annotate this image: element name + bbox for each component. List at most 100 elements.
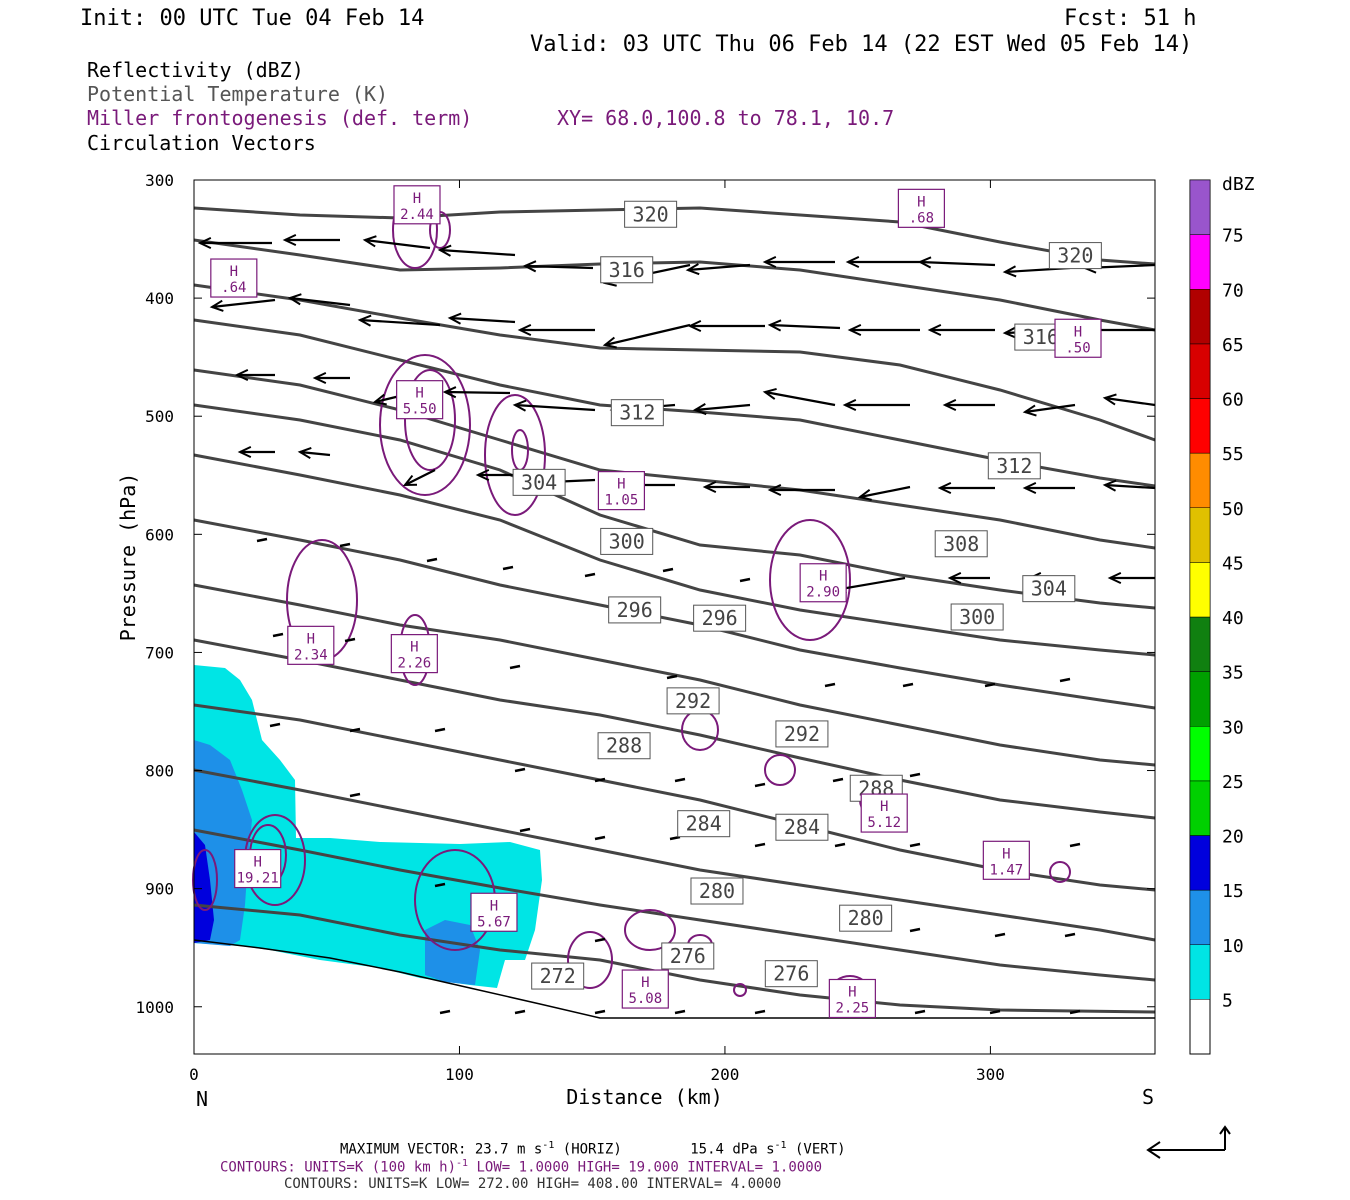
circulation-vector-stub bbox=[594, 1009, 606, 1015]
colorbar-swatch bbox=[1189, 616, 1211, 672]
fronto-max-label: H2.26 bbox=[390, 634, 438, 674]
reflectivity-shading bbox=[194, 665, 542, 988]
y-tick-label: 800 bbox=[145, 762, 174, 781]
colorbar-swatch bbox=[1189, 835, 1211, 891]
colorbar-swatch bbox=[1189, 562, 1211, 618]
fronto-max-value: 1.05 bbox=[605, 493, 639, 509]
theta-label: 280 bbox=[690, 877, 744, 905]
fronto-max-label: H2.44 bbox=[393, 185, 441, 225]
frontogenesis-contour bbox=[769, 519, 851, 641]
colorbar-level-label: 70 bbox=[1222, 280, 1244, 301]
fronto-max-letter: H bbox=[641, 975, 649, 991]
circulation-vector-arrow bbox=[842, 398, 910, 412]
y-tick-label: 700 bbox=[145, 643, 174, 662]
circulation-vector-arrow bbox=[685, 263, 751, 276]
circulation-vector-arrow bbox=[847, 323, 920, 337]
fronto-contour-units: CONTOURS: UNITS=K (100 km h) bbox=[220, 1159, 457, 1176]
fronto-max-value: 5.08 bbox=[628, 991, 662, 1007]
circulation-vector-arrow bbox=[1022, 403, 1076, 417]
circulation-vector-arrow bbox=[767, 483, 835, 497]
theta-label-text: 284 bbox=[784, 815, 820, 839]
y-tick-label: 400 bbox=[145, 289, 174, 308]
colorbar-swatch bbox=[1189, 234, 1211, 290]
max-vector-horiz-value: MAXIMUM VECTOR: 23.7 m s bbox=[340, 1141, 543, 1158]
circulation-vector-stub bbox=[909, 842, 921, 848]
circulation-vector-stub bbox=[434, 727, 446, 733]
circulation-vector-stub bbox=[344, 637, 356, 643]
circulation-vector-stub bbox=[989, 1009, 1001, 1015]
theta-label: 300 bbox=[600, 527, 654, 555]
circulation-vector-stub bbox=[434, 882, 446, 888]
theta-label-text: 296 bbox=[617, 598, 653, 622]
circulation-vector-stub bbox=[674, 1009, 686, 1015]
fronto-max-letter: H bbox=[490, 898, 498, 914]
theta-label: 312 bbox=[610, 399, 664, 427]
circulation-vector-stub bbox=[269, 722, 281, 728]
circulation-vector-arrow bbox=[692, 403, 751, 416]
fronto-max-value: .64 bbox=[221, 280, 246, 296]
colorbar-swatch bbox=[1189, 671, 1211, 727]
colorbar-level-label: 55 bbox=[1222, 444, 1244, 465]
fronto-max-label: H2.90 bbox=[799, 563, 847, 603]
circulation-vector-stub bbox=[514, 1009, 526, 1015]
y-tick-label: 900 bbox=[145, 880, 174, 899]
circulation-vector-stub bbox=[674, 777, 686, 783]
theta-contour-line bbox=[193, 828, 1156, 982]
theta-label: 284 bbox=[677, 810, 731, 838]
colorbar-swatch bbox=[1189, 944, 1211, 1000]
fronto-contour-range: LOW= 1.0000 HIGH= 19.000 INTERVAL= 1.000… bbox=[468, 1159, 823, 1176]
circulation-vector-stub bbox=[662, 567, 674, 573]
theta-label-text: 316 bbox=[1023, 325, 1059, 349]
circulation-vector-arrow bbox=[927, 323, 995, 337]
fronto-max-value: 19.21 bbox=[237, 871, 279, 887]
theta-contour-line bbox=[193, 283, 1156, 442]
circulation-vector-arrow bbox=[1102, 393, 1156, 407]
circulation-vector-arrow bbox=[512, 399, 596, 412]
circulation-vector-arrow bbox=[762, 387, 836, 407]
circulation-vector-arrow bbox=[767, 319, 841, 332]
circulation-vector-stub bbox=[832, 777, 844, 783]
fronto-max-value: .68 bbox=[909, 210, 934, 226]
fronto-max-letter: H bbox=[413, 191, 421, 207]
circulation-vector-stub bbox=[669, 835, 681, 841]
colorbar-swatch bbox=[1189, 398, 1211, 454]
fronto-max-label: H5.08 bbox=[621, 969, 669, 1009]
fronto-max-label: H2.34 bbox=[287, 625, 335, 665]
theta-label-text: 284 bbox=[686, 812, 722, 836]
reflectivity-5dbz-area bbox=[194, 665, 542, 988]
max-vector-note: MAXIMUM VECTOR: 23.7 m s-1 (HORIZ) 15.4 … bbox=[340, 1140, 846, 1158]
fronto-max-letter: H bbox=[848, 984, 856, 1000]
frontogenesis-contour bbox=[484, 394, 546, 516]
circulation-vector-arrow bbox=[287, 293, 351, 307]
fronto-max-value: 2.44 bbox=[400, 207, 434, 223]
max-vector-vert-value: 15.4 dPa s bbox=[690, 1141, 775, 1158]
theta-label-text: 292 bbox=[675, 689, 711, 713]
frontogenesis-contour bbox=[404, 369, 456, 471]
valid-time: Valid: 03 UTC Thu 06 Feb 14 (22 EST Wed … bbox=[530, 32, 1193, 57]
fronto-max-value: 5.12 bbox=[867, 815, 901, 831]
theta-label: 296 bbox=[608, 596, 662, 624]
circulation-vector-stub bbox=[754, 1009, 766, 1015]
theta-label: 276 bbox=[661, 942, 715, 970]
north-label: N bbox=[196, 1087, 208, 1111]
fronto-max-label: H19.21 bbox=[234, 848, 282, 889]
circulation-vector-arrow bbox=[522, 260, 594, 273]
circulation-vector-arrow bbox=[402, 469, 436, 487]
fronto-contour-note: CONTOURS: UNITS=K (100 km h)-1 LOW= 1.00… bbox=[220, 1158, 822, 1176]
colorbar-swatch bbox=[1189, 343, 1211, 399]
frontogenesis-contour bbox=[624, 909, 676, 951]
circulation-vector-arrow bbox=[687, 319, 765, 333]
fronto-max-letter: H bbox=[253, 855, 261, 871]
circulation-vector-stub bbox=[824, 682, 836, 688]
circulation-vector-stub bbox=[1069, 1009, 1081, 1015]
circulation-vector-arrow bbox=[942, 398, 995, 412]
fronto-max-label: H2.25 bbox=[828, 978, 876, 1019]
theta-label: 276 bbox=[764, 960, 818, 988]
theta-contour-line bbox=[193, 368, 1156, 550]
fronto-max-value: 2.25 bbox=[836, 1000, 870, 1016]
theta-contour-line bbox=[193, 703, 1156, 892]
colorbar-level-label: 40 bbox=[1222, 608, 1244, 629]
colorbar-level-label: 35 bbox=[1222, 663, 1244, 684]
fronto-max-letter: H bbox=[917, 194, 925, 210]
legend-reflectivity: Reflectivity (dBZ) bbox=[87, 58, 304, 82]
